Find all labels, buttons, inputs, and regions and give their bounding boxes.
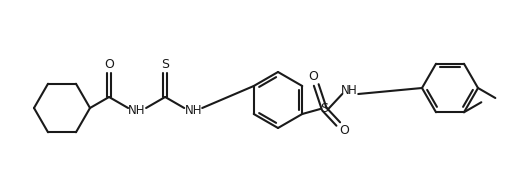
Text: S: S (161, 58, 169, 71)
Text: H: H (348, 84, 356, 98)
Text: NH: NH (184, 105, 202, 118)
Text: NH: NH (128, 105, 146, 118)
Text: O: O (308, 70, 318, 83)
Text: O: O (104, 58, 114, 71)
Text: O: O (340, 124, 349, 137)
Text: N: N (341, 84, 350, 98)
Text: S: S (320, 102, 328, 115)
